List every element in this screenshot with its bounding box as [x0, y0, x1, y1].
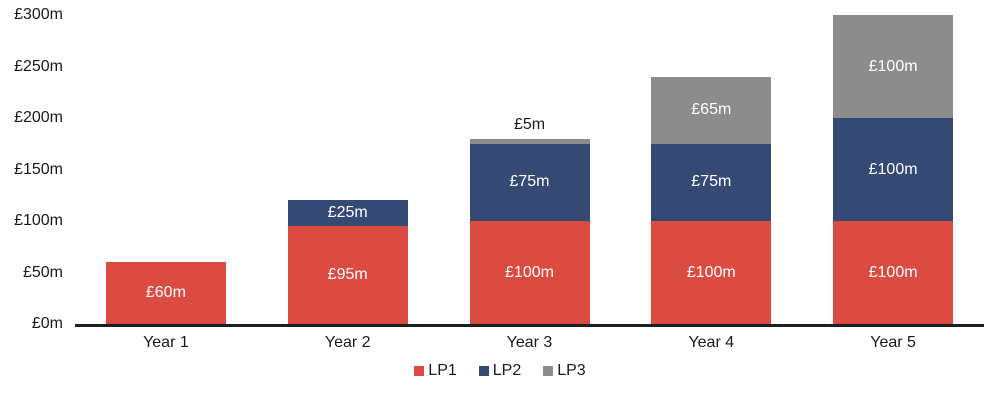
- y-axis-tick-label: £300m: [14, 6, 63, 23]
- bar-segment-lp2: £25m: [287, 200, 408, 227]
- y-axis-tick-label: £200m: [14, 109, 63, 126]
- legend-item-lp2: LP2: [478, 362, 522, 379]
- legend-swatch-lp2: [478, 366, 489, 376]
- bar-segment-lp3: £100m: [833, 15, 954, 118]
- bar-segment-lp1: £60m: [105, 262, 226, 324]
- bar-segment-lp2: £75m: [651, 143, 772, 221]
- bar-segment-lp3: [469, 138, 590, 144]
- segment-value-label: £95m: [327, 266, 368, 284]
- x-axis-category-label: Year 4: [688, 334, 735, 351]
- y-axis-tick-label: £0m: [31, 315, 63, 332]
- bar-segment-lp1: £95m: [287, 226, 408, 324]
- y-axis-tick-label: £50m: [22, 263, 63, 281]
- segment-value-label: £100m: [505, 263, 554, 281]
- segment-value-label: £100m: [686, 263, 736, 281]
- y-axis-tick-label: £150m: [14, 160, 63, 178]
- segment-value-label: £75m: [509, 173, 550, 191]
- bar-segment-lp2: £100m: [833, 118, 954, 221]
- x-axis-category-label: Year 5: [870, 334, 916, 351]
- segment-value-label: £25m: [327, 204, 368, 222]
- bar-segment-lp2: £75m: [469, 143, 590, 221]
- y-axis-tick-label: £100m: [14, 212, 63, 229]
- bar-segment-lp1: £100m: [469, 221, 590, 324]
- y-axis-tick-label: £250m: [14, 57, 63, 75]
- x-axis-category-label: Year 3: [506, 334, 553, 351]
- x-axis-category-label: Year 1: [143, 334, 189, 351]
- legend-swatch-lp3: [543, 366, 554, 376]
- x-axis-category-label: Year 2: [324, 334, 371, 351]
- legend-label: LP2: [492, 362, 522, 379]
- legend-label: LP1: [428, 362, 457, 379]
- segment-value-label: £100m: [868, 57, 918, 75]
- legend-item-lp3: LP3: [543, 362, 586, 379]
- bar-segment-lp1: £100m: [651, 221, 772, 324]
- segment-value-label: £65m: [691, 101, 732, 119]
- segment-value-label: £75m: [691, 173, 732, 191]
- segment-value-label: £100m: [868, 160, 918, 178]
- x-axis-line: [75, 324, 984, 327]
- legend-swatch-lp1: [414, 366, 425, 376]
- segment-value-label: £60m: [145, 284, 186, 302]
- segment-value-label: £100m: [868, 263, 918, 281]
- segment-value-label-outside: £5m: [513, 115, 546, 133]
- bar-segment-lp1: £100m: [833, 221, 954, 324]
- legend: LP1 LP2 LP3: [0, 363, 1000, 379]
- legend-label: LP3: [557, 362, 586, 379]
- bar-segment-lp3: £65m: [651, 76, 772, 144]
- legend-item-lp1: LP1: [414, 362, 457, 379]
